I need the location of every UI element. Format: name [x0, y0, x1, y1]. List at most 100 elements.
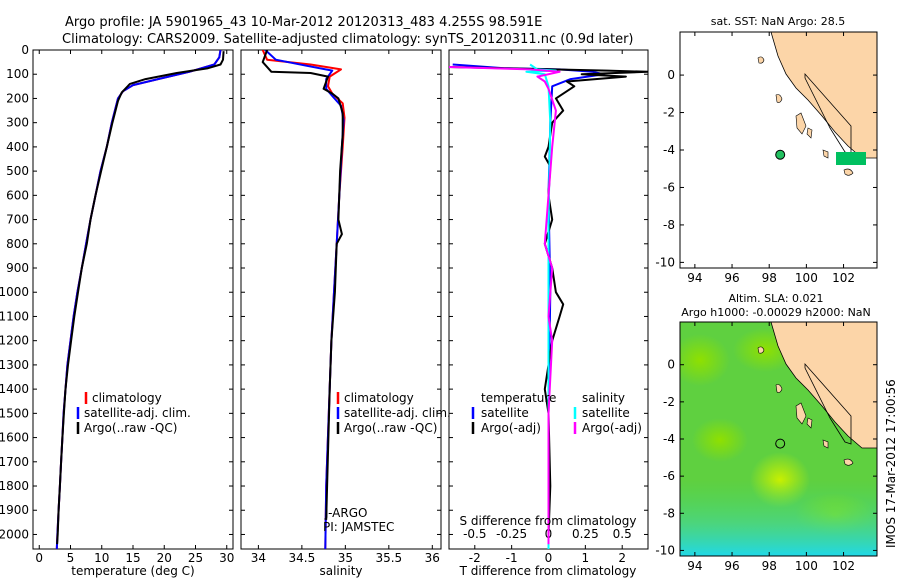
x-tick-label: 35.5 — [375, 551, 402, 565]
temperature-panel: 0100200300400500600700800900100011001200… — [0, 43, 234, 578]
map-y-tick-label: -2 — [663, 395, 675, 409]
depth-tick-label: 1000 — [0, 285, 29, 299]
x-tick-label: 1 — [582, 551, 590, 565]
sla-map-field — [680, 322, 877, 556]
legend-t-satellite-label: satellite — [481, 406, 529, 420]
island — [806, 127, 813, 139]
map-y-tick-label: -4 — [663, 432, 675, 446]
series-line-salinity-argo-adj- — [449, 66, 561, 545]
x-tick-label: 0 — [35, 551, 43, 565]
s-diff-top-tick-label: 0.5 — [613, 527, 632, 541]
legend-satellite-label: satellite-adj. clim. — [84, 406, 191, 420]
temperature-x-axis: 0 5 10 15 20 25 30 — [35, 50, 234, 565]
x-tick-label: 15 — [125, 551, 140, 565]
legend-satellite-label: satellite-adj. clim. — [344, 406, 451, 420]
s-diff-top-tick-label: -0.5 — [463, 527, 486, 541]
legend-argo-label: Argo(..raw -QC) — [84, 421, 177, 435]
x-tick-label: 34 — [251, 551, 266, 565]
series-line-satellite-adj-clim- — [264, 50, 345, 549]
argo-position-marker — [775, 149, 786, 160]
map-x-tick-label: 94 — [687, 559, 702, 573]
map-y-tick-label: -10 — [655, 255, 675, 269]
x-tick-label: 10 — [94, 551, 109, 565]
x-tick-label: 0 — [545, 551, 553, 565]
depth-tick-label: 2000 — [0, 527, 29, 541]
depth-tick-label: 1200 — [0, 334, 29, 348]
legend-t-argo-label: Argo(-adj) — [481, 421, 541, 435]
sst-map-panel: sat. SST: NaN Argo: 28.5 94 96 98 100 102 0 -2… — [655, 15, 878, 285]
difference-x-axis: -2 -1 0 1 2-0.5 -0.25 0 0.25 0.5 — [463, 50, 632, 565]
island — [775, 94, 783, 103]
map-y-tick-label: -8 — [663, 506, 675, 520]
map-y-tick-label: -6 — [663, 180, 675, 194]
depth-tick-label: 1900 — [0, 503, 29, 517]
map-y-tick-label: -8 — [663, 218, 675, 232]
map-y-tick-label: 0 — [667, 358, 675, 372]
island — [775, 384, 783, 393]
map-x-tick-label: 100 — [795, 559, 818, 573]
depth-tick-label: 1600 — [0, 431, 29, 445]
salinity-depth-ticks — [241, 49, 441, 535]
sla-anomaly-patch — [680, 334, 730, 386]
depth-tick-label: 1300 — [0, 358, 29, 372]
island — [806, 417, 813, 429]
island — [795, 402, 807, 425]
map-x-tick-label: 100 — [795, 271, 818, 285]
depth-axis: 0 100 200 300 400 500 600 700 800 900 1000 1100 1200… — [0, 43, 233, 541]
map-x-tick-label: 96 — [724, 271, 739, 285]
series-line-argo-raw-qc- — [56, 51, 225, 545]
x-tick-label: 2 — [618, 551, 626, 565]
depth-tick-label: 1700 — [0, 455, 29, 469]
depth-tick-label: 1100 — [0, 309, 29, 323]
depth-tick-label: 1800 — [0, 479, 29, 493]
map-x-tick-label: 96 — [724, 559, 739, 573]
map-x-tick-label: 98 — [762, 271, 777, 285]
difference-panel: -2 -1 0 1 2-0.5 -0.25 0 0.25 0.5 S difference fr… — [448, 49, 649, 578]
island — [795, 112, 807, 135]
island — [822, 149, 829, 159]
sst-map-title: sat. SST: NaN Argo: 28.5 — [711, 15, 845, 28]
difference-legend: temperature salinity satellite Argo(-adj… — [471, 391, 642, 435]
salinity-legend: climatology satellite-adj. clim. Argo(..… — [336, 391, 451, 435]
depth-tick-label: 800 — [6, 237, 29, 251]
map-y-tick-label: -10 — [655, 543, 675, 557]
temperature-legend: climatology satellite-adj. clim. Argo(..… — [76, 391, 191, 435]
legend-argo-label: Argo(..raw -QC) — [344, 421, 437, 435]
depth-tick-label: 700 — [6, 213, 29, 227]
map-x-tick-label: 94 — [687, 271, 702, 285]
map-y-tick-label: -2 — [663, 106, 675, 120]
map-y-tick-label: -4 — [663, 143, 675, 157]
island — [757, 346, 765, 354]
series-line-climatology — [55, 50, 222, 549]
sla-map-title-line1: Altim. SLA: 0.021 — [728, 292, 823, 305]
program-annotation: J-ARGO — [324, 506, 367, 520]
depth-tick-label: 400 — [6, 140, 29, 154]
difference-series — [449, 63, 648, 549]
shelf-boundary — [804, 362, 852, 445]
island — [822, 439, 829, 449]
sla-low-band — [680, 480, 877, 556]
map-x-tick-label: 102 — [832, 559, 855, 573]
map-x-tick-label: 98 — [762, 559, 777, 573]
island — [843, 168, 854, 176]
salinity-x-axis: 34 34.5 35 35.5 36 — [251, 50, 440, 565]
series-line-satellite-adj-clim- — [55, 50, 222, 549]
difference-top-xlabel: S difference from climatology — [460, 514, 637, 528]
legend-s-argo-label: Argo(-adj) — [582, 421, 642, 435]
temperature-series — [55, 50, 225, 549]
depth-tick-label: 300 — [6, 116, 29, 130]
island — [843, 458, 854, 466]
argo-position-marker — [775, 438, 786, 449]
sla-map-panel: Altim. SLA: 0.021 Argo h1000: -0.00029 h… — [655, 292, 878, 573]
depth-tick-label: 100 — [6, 67, 29, 81]
legend-salinity-header: salinity — [582, 391, 625, 405]
depth-tick-label: 600 — [6, 188, 29, 202]
figure-title-line2: Climatology: CARS2009. Satellite-adjuste… — [62, 32, 634, 47]
x-tick-label: 34.5 — [289, 551, 316, 565]
pi-annotation: PI: JAMSTEC — [323, 520, 394, 534]
x-tick-label: 35 — [338, 551, 353, 565]
temperature-axes-frame — [32, 49, 234, 550]
x-tick-label: 36 — [425, 551, 440, 565]
map-y-tick-label: -6 — [663, 469, 675, 483]
